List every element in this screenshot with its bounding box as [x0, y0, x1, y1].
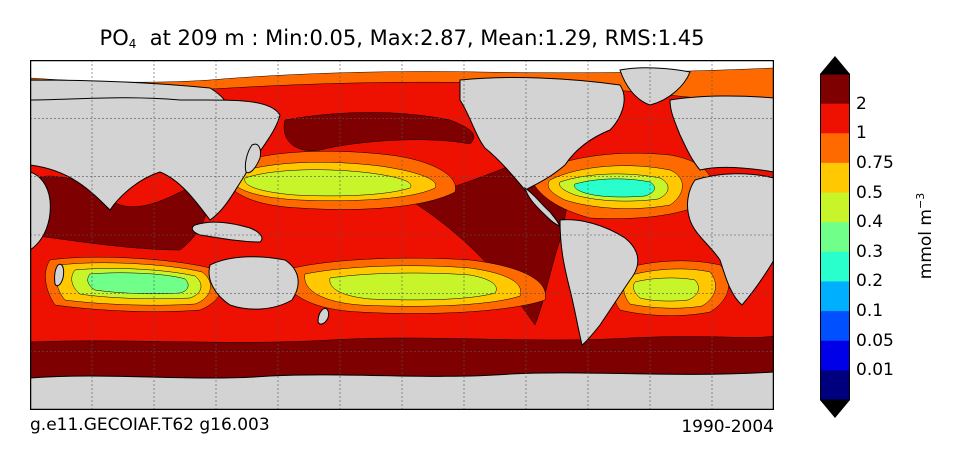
- colorbar-tick-label: 0.05: [856, 330, 894, 351]
- title-variable-subscript: 4: [128, 37, 137, 51]
- colorbar-segment: [820, 251, 850, 282]
- colorbar-segment: [820, 222, 850, 253]
- colorbar: [820, 56, 850, 418]
- land-africa: [687, 173, 774, 306]
- south-atlantic-green-zone: [633, 277, 699, 302]
- colorbar-segment: [820, 370, 850, 401]
- colorbar-tick-label: 1: [856, 123, 867, 144]
- colorbar-top-extension: [820, 56, 850, 74]
- land-australia: [208, 256, 299, 310]
- land-maritime-continent: [191, 221, 263, 243]
- colorbar-units: mmol m−3: [914, 193, 936, 279]
- atlantic-cyan-zone: [574, 178, 655, 198]
- caption-experiment: g.e11.GECOIAF.T62 g16.003: [30, 415, 270, 435]
- colorbar-segment: [820, 340, 850, 371]
- caption-period: 1990-2004: [681, 417, 774, 437]
- colorbar-segment: [820, 311, 850, 342]
- colorbar-tick-label: 0.5: [856, 182, 884, 203]
- indian-ocean-cyan-zone: [87, 272, 189, 295]
- north-pacific-high-po4: [283, 112, 475, 151]
- land-asia: [30, 97, 281, 221]
- title-variable: PO: [99, 26, 129, 50]
- land-japan: [244, 143, 261, 174]
- ocean-map: [30, 60, 774, 410]
- land-greenland: [619, 67, 691, 106]
- units-exponent: −3: [914, 192, 928, 209]
- colorbar-segment: [820, 133, 850, 164]
- colorbar-frame: [820, 73, 850, 401]
- colorbar-tick-label: 2: [856, 93, 867, 114]
- colorbar-segment: [820, 162, 850, 194]
- land-europe: [669, 95, 774, 173]
- colorbar-tick-label: 0.4: [856, 212, 884, 233]
- colorbar-tick-label: 0.75: [856, 152, 894, 173]
- colorbar-tick-label: 0.1: [856, 301, 884, 322]
- lat-lon-grid: [30, 60, 774, 410]
- units-text: mmol m: [915, 209, 936, 280]
- colorbar-segment: [820, 281, 850, 312]
- colorbar-segment: [820, 74, 850, 105]
- map-frame: [30, 60, 774, 410]
- colorbar-bottom-extension: [820, 400, 850, 418]
- north-pacific-green-zone: [244, 169, 412, 197]
- plot-title: PO4 at 209 m : Min:0.05, Max:2.87, Mean:…: [30, 26, 774, 51]
- colorbar-tick-label: 0.2: [856, 271, 884, 292]
- colorbar-segment: [820, 192, 850, 223]
- colorbar-segment: [820, 103, 850, 134]
- colorbar-tick-label: 0.3: [856, 241, 884, 262]
- land-north-america: [459, 77, 625, 191]
- title-stats: at 209 m : Min:0.05, Max:2.87, Mean:1.29…: [136, 26, 705, 50]
- colorbar-tick-label: 0.01: [856, 360, 894, 381]
- land-new-zealand: [317, 307, 329, 325]
- land-madagascar: [54, 263, 65, 287]
- south-pacific-green-zone: [329, 272, 497, 301]
- land-south-america: [559, 219, 639, 346]
